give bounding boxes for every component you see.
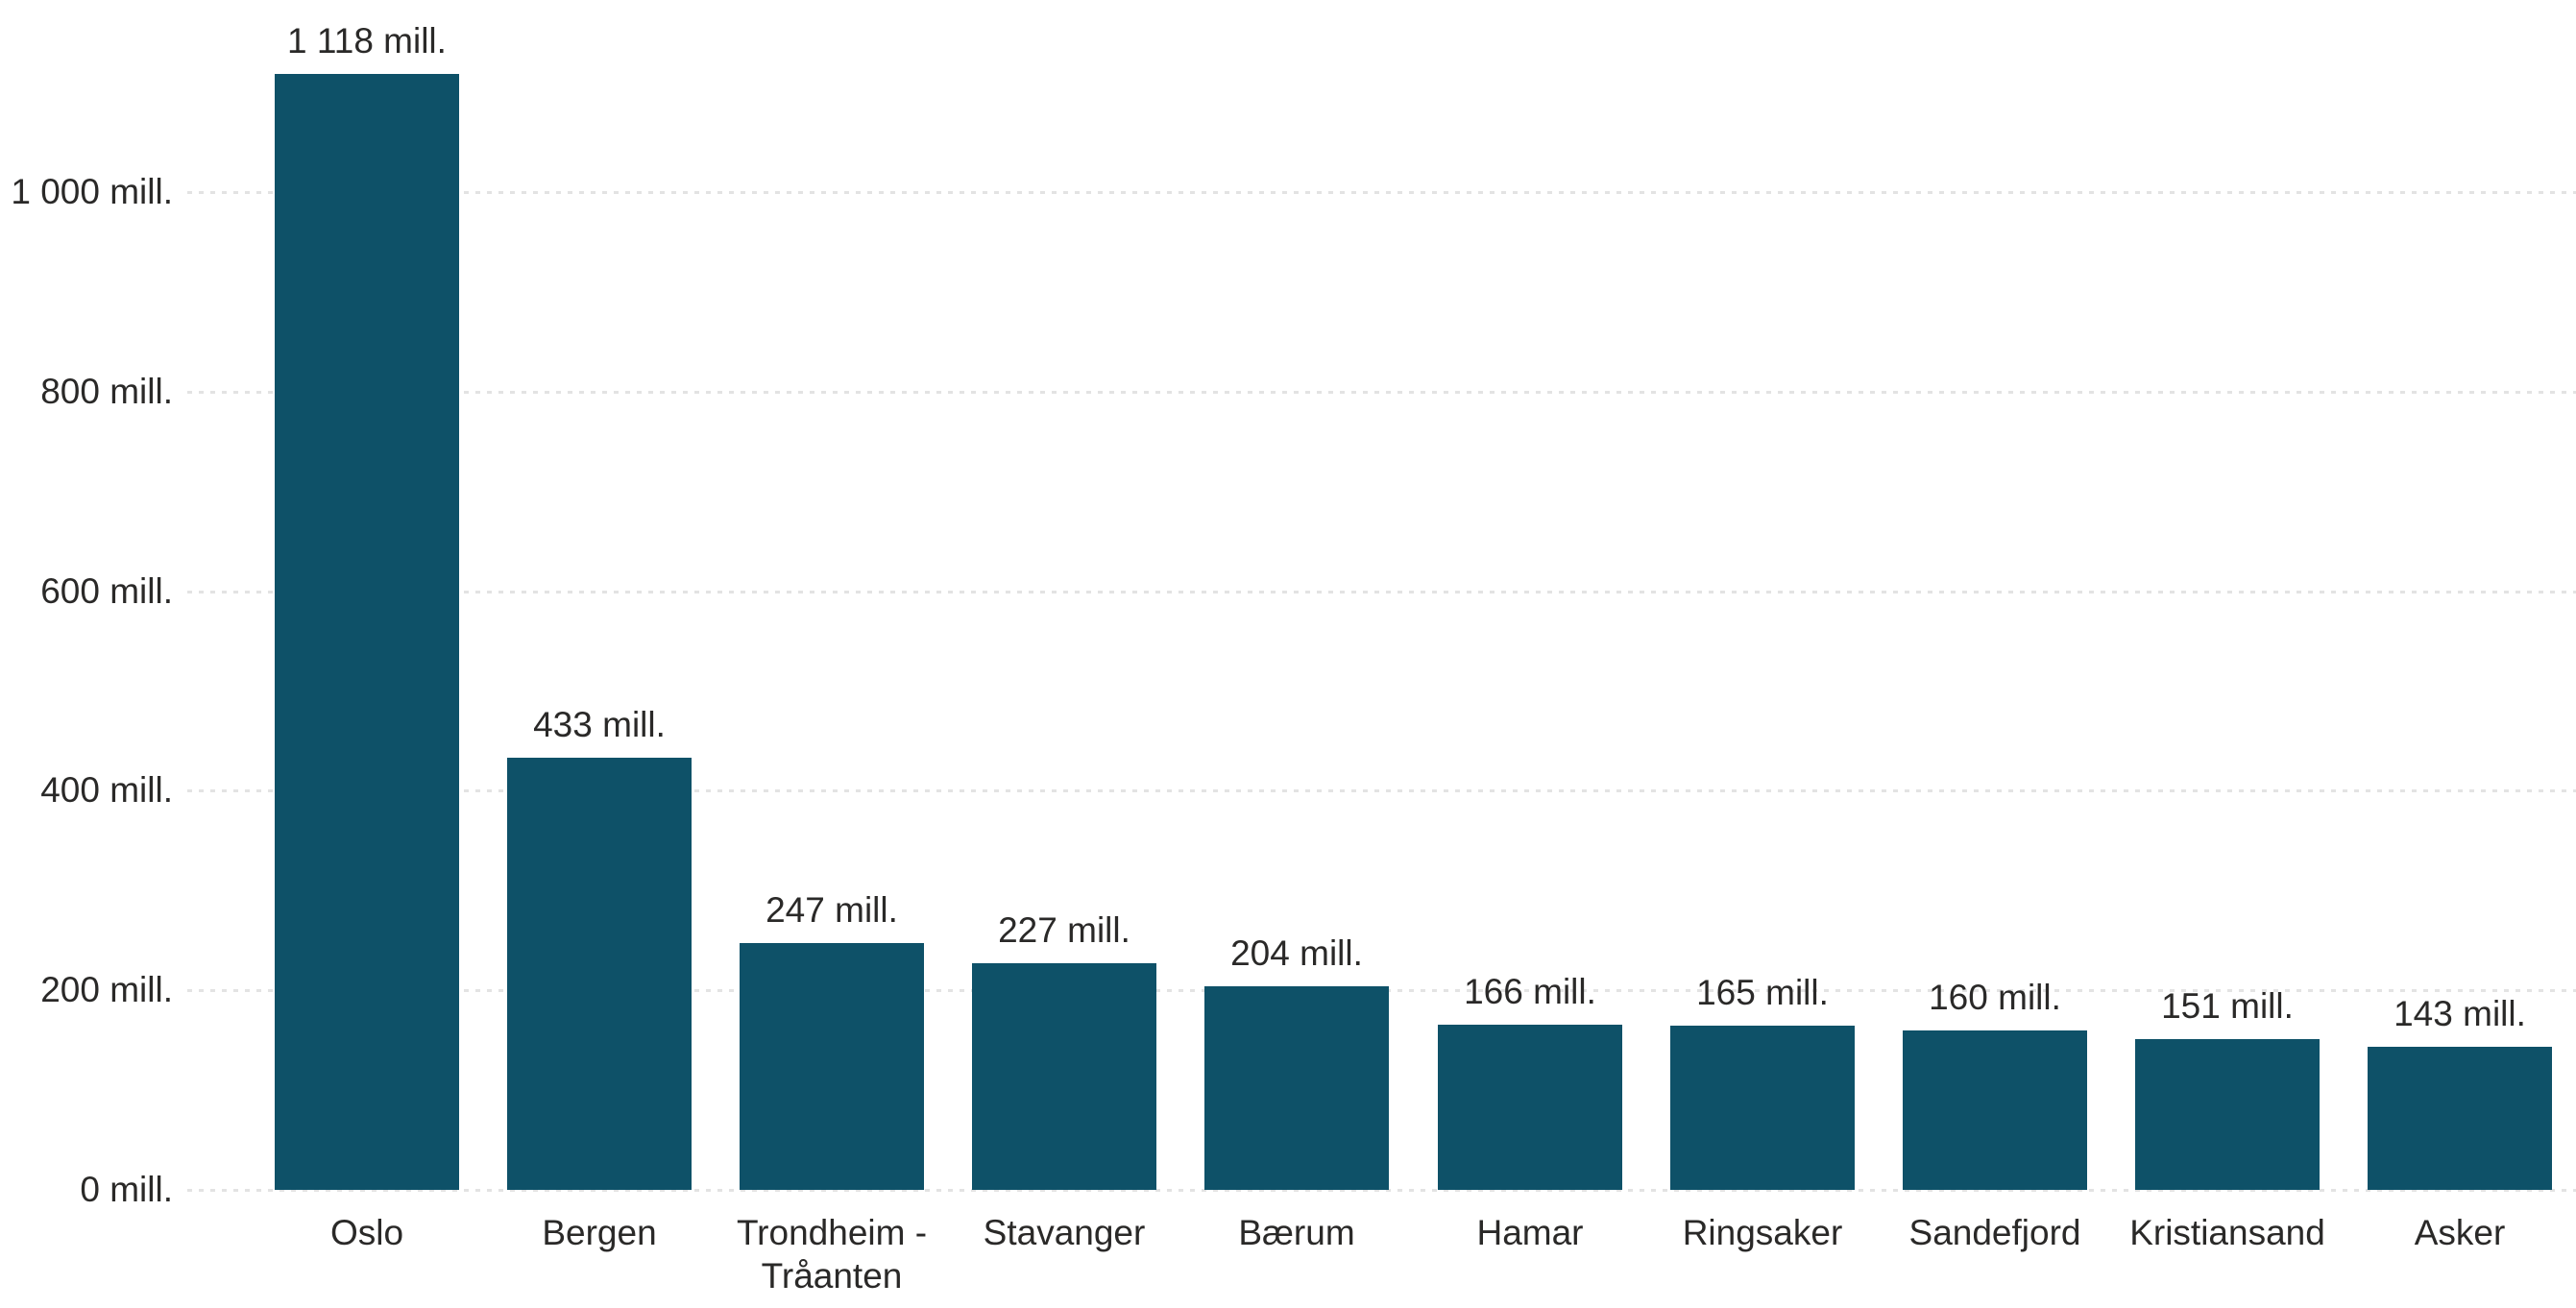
bar-column-bergen: 433 mill. Bergen [483, 0, 716, 1308]
bar-value-label-ringsaker: 165 mill. [1696, 973, 1829, 1012]
y-axis-tick-label-400: 400 mill. [40, 770, 173, 811]
bar-column-trondheim-tråanten: 247 mill. Trondheim - Tråanten [716, 0, 948, 1308]
gridline-800 [187, 390, 2576, 394]
bar-value-label-oslo: 1 118 mill. [287, 21, 447, 61]
bar-asker[interactable] [2368, 1047, 2552, 1190]
bar-column-hamar: 166 mill. Hamar [1414, 0, 1646, 1308]
bar-column-kristiansand: 151 mill. Kristiansand [2111, 0, 2344, 1308]
gridline-1000 [187, 191, 2576, 194]
y-axis-tick-label-200: 200 mill. [40, 970, 173, 1010]
x-axis-category-label-hamar: Hamar [1476, 1213, 1584, 1252]
bar-stavanger[interactable] [972, 963, 1156, 1190]
y-axis-tick-label-0: 0 mill. [80, 1170, 173, 1209]
bar-hamar[interactable] [1438, 1025, 1622, 1190]
bar-oslo[interactable] [275, 74, 459, 1190]
bar-value-label-bærum: 204 mill. [1230, 933, 1363, 973]
bar-column-sandefjord: 160 mill. Sandefjord [1879, 0, 2111, 1308]
x-axis-category-label-bergen: Bergen [542, 1213, 657, 1252]
bar-value-label-hamar: 166 mill. [1464, 972, 1596, 1011]
y-axis-tick-label-1000: 1 000 mill. [11, 172, 173, 211]
bar-value-label-trondheim-tråanten: 247 mill. [766, 890, 898, 930]
x-axis-category-label-bærum: Bærum [1238, 1213, 1355, 1252]
x-axis-category-label-stavanger: Stavanger [983, 1213, 1146, 1252]
gridline-600 [187, 590, 2576, 593]
bar-ringsaker[interactable] [1670, 1026, 1855, 1190]
gridline-0 [187, 1189, 2576, 1192]
bar-column-asker: 143 mill. Asker [2344, 0, 2576, 1308]
bar-column-ringsaker: 165 mill. Ringsaker [1646, 0, 1879, 1308]
bar-value-label-kristiansand: 151 mill. [2161, 986, 2294, 1026]
bar-sandefjord[interactable] [1903, 1030, 2087, 1190]
x-axis-category-label-kristiansand: Kristiansand [2129, 1213, 2325, 1252]
x-axis-category-label-oslo: Oslo [329, 1213, 404, 1252]
gridline-400 [187, 789, 2576, 793]
x-axis-category-label-asker: Asker [2414, 1213, 2506, 1252]
y-axis-tick-label-600: 600 mill. [40, 570, 173, 611]
x-axis-category-label-ringsaker: Ringsaker [1682, 1213, 1843, 1252]
x-axis-category-label-trondheim-tråanten: Trondheim - Tråanten [736, 1213, 928, 1296]
x-axis-category-label-sandefjord: Sandefjord [1908, 1213, 2081, 1252]
bar-bergen[interactable] [507, 758, 692, 1190]
bar-value-label-stavanger: 227 mill. [998, 910, 1130, 950]
bar-value-label-bergen: 433 mill. [533, 705, 666, 744]
y-axis-tick-label-800: 800 mill. [40, 371, 173, 411]
bar-value-label-asker: 143 mill. [2394, 994, 2526, 1033]
bar-kristiansand[interactable] [2135, 1039, 2320, 1190]
bar-column-oslo: 1 118 mill. Oslo [251, 0, 483, 1308]
bar-bærum[interactable] [1204, 986, 1389, 1190]
bar-column-stavanger: 227 mill. Stavanger [948, 0, 1180, 1308]
bar-value-label-sandefjord: 160 mill. [1929, 978, 2061, 1017]
bar-column-bærum: 204 mill. Bærum [1180, 0, 1413, 1308]
bar-trondheim-tråanten[interactable] [740, 943, 924, 1190]
